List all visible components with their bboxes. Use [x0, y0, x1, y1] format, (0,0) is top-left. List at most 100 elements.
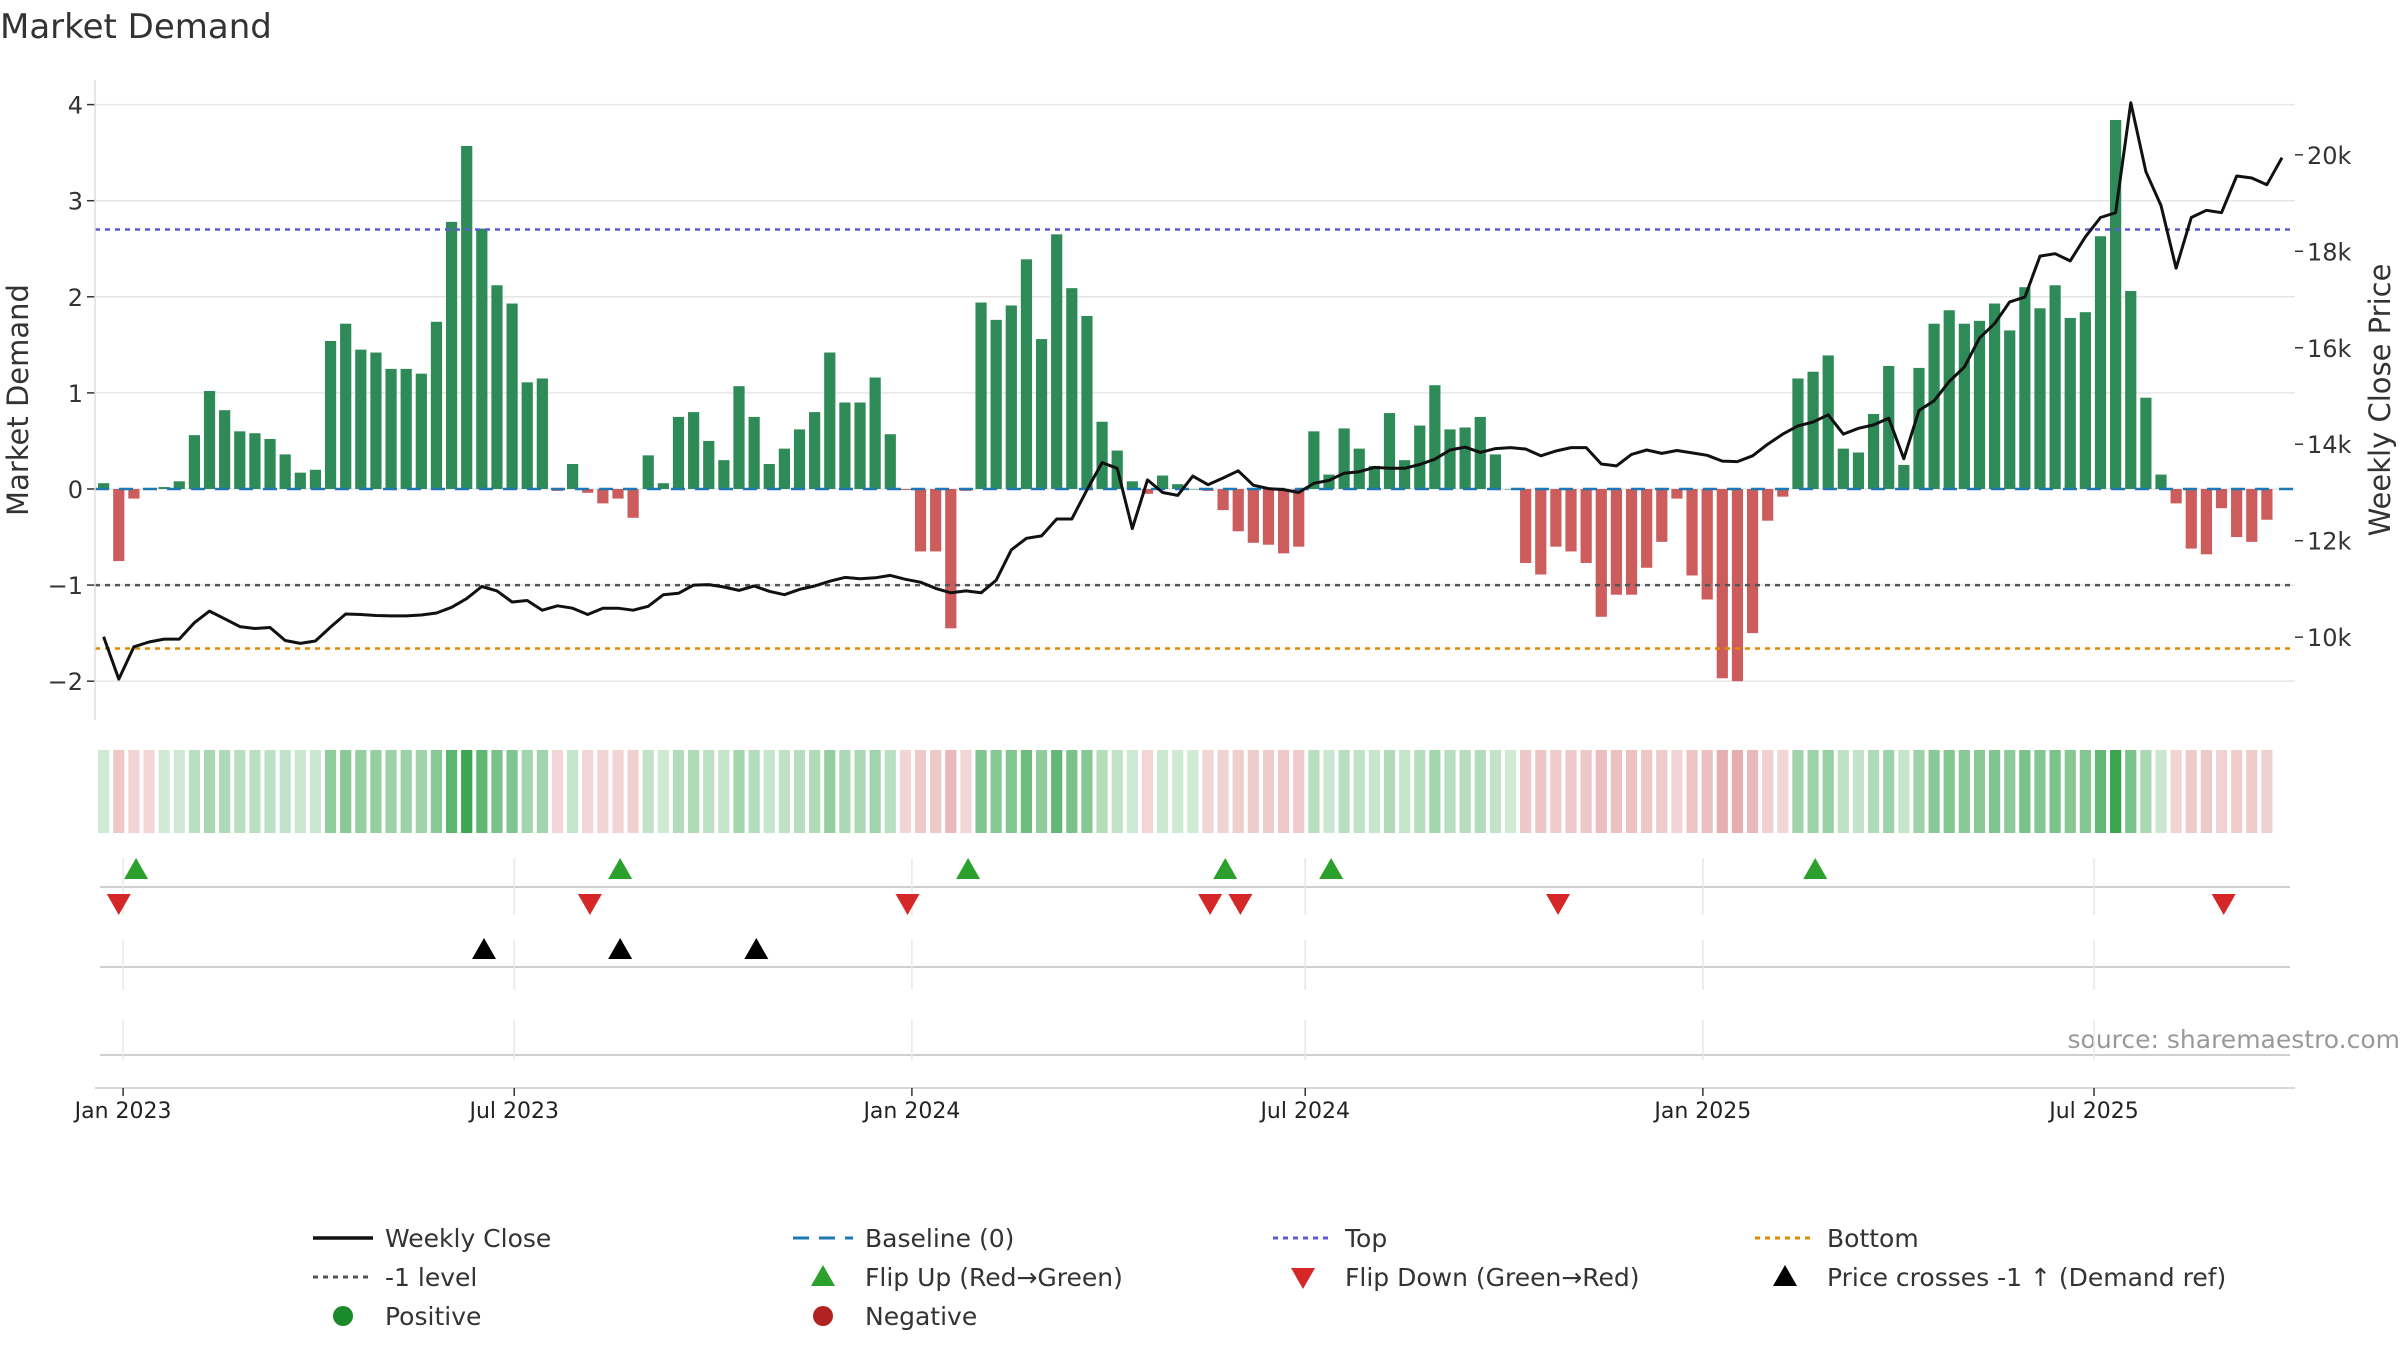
heat-cell	[658, 750, 669, 833]
legend-swatch	[333, 1306, 353, 1326]
heat-cell	[915, 750, 926, 833]
flip-down-marker	[578, 894, 602, 915]
x-tick-label: Jul 2024	[1258, 1099, 1350, 1124]
heat-cell	[128, 750, 139, 833]
heat-cell	[2019, 750, 2030, 833]
heat-cell	[1823, 750, 1834, 833]
legend-swatch	[1291, 1268, 1315, 1289]
heat-cell	[174, 750, 185, 833]
heat-cell	[1641, 750, 1652, 833]
y-right-label: Weekly Close Price	[2363, 264, 2397, 537]
demand-bar	[1581, 489, 1592, 563]
heat-cell	[401, 750, 412, 833]
price-cross-marker	[472, 938, 496, 959]
heat-cell	[1520, 750, 1531, 833]
y-right-tick-label: 18k	[2307, 238, 2352, 266]
heat-cell	[1868, 750, 1879, 833]
demand-bar	[1354, 449, 1365, 489]
chart-title: Market Demand	[0, 7, 272, 47]
heat-cell	[1202, 750, 1213, 833]
heat-cell	[764, 750, 775, 833]
demand-bar	[1399, 460, 1410, 489]
legend-item: Price crosses -1 ↑ (Demand ref)	[1773, 1263, 2226, 1292]
heat-cell	[1036, 750, 1047, 833]
demand-bar	[1490, 454, 1501, 489]
heat-cell	[1596, 750, 1607, 833]
heat-cell	[1853, 750, 1864, 833]
heat-cell	[1989, 750, 2000, 833]
demand-bar	[567, 464, 578, 489]
demand-bar	[764, 464, 775, 489]
demand-bar	[1339, 428, 1350, 489]
heat-cell	[204, 750, 215, 833]
legend-item: Baseline (0)	[793, 1224, 1014, 1253]
demand-bar	[113, 489, 124, 561]
demand-bar	[1233, 489, 1244, 531]
heat-cell	[809, 750, 820, 833]
heat-cell	[355, 750, 366, 833]
heat-cell	[1686, 750, 1697, 833]
demand-bar	[1520, 489, 1531, 563]
flip-up-marker	[1319, 858, 1343, 879]
demand-bar	[2019, 287, 2030, 489]
demand-bar	[264, 439, 275, 489]
heat-cell	[582, 750, 593, 833]
legend-label: Top	[1344, 1224, 1387, 1253]
heat-cell	[1747, 750, 1758, 833]
heat-cell	[1142, 750, 1153, 833]
heat-cell	[537, 750, 548, 833]
heat-cell	[234, 750, 245, 833]
x-tick-label: Jan 2023	[73, 1099, 172, 1124]
demand-bar	[325, 341, 336, 489]
y-right-tick-label: 16k	[2307, 335, 2352, 363]
y-right-tick-label: 10k	[2307, 624, 2352, 652]
demand-bar	[2125, 291, 2136, 489]
heat-cell	[1732, 750, 1743, 833]
heat-cell	[280, 750, 291, 833]
heat-cell	[2080, 750, 2091, 833]
heat-cell	[1308, 750, 1319, 833]
demand-bar	[1838, 449, 1849, 489]
demand-bar	[597, 489, 608, 503]
demand-bar	[1853, 452, 1864, 489]
heat-cell	[506, 750, 517, 833]
demand-bar	[1989, 304, 2000, 489]
demand-bar	[1429, 385, 1440, 489]
y-left-tick-label: 4	[68, 92, 83, 120]
heat-cell	[1066, 750, 1077, 833]
demand-bar	[1535, 489, 1546, 575]
heat-cell	[1807, 750, 1818, 833]
demand-bar	[718, 460, 729, 489]
legend-item: Bottom	[1755, 1224, 1919, 1253]
heat-cell	[219, 750, 230, 833]
heat-cell	[1354, 750, 1365, 833]
heat-cell	[1233, 750, 1244, 833]
heat-cell	[385, 750, 396, 833]
demand-bar	[310, 470, 321, 489]
legend-label: Price crosses -1 ↑ (Demand ref)	[1827, 1263, 2226, 1292]
legend-label: Bottom	[1827, 1224, 1919, 1253]
heat-cell	[1702, 750, 1713, 833]
demand-bar	[1263, 489, 1274, 545]
heat-cell	[431, 750, 442, 833]
legend-item: Flip Up (Red→Green)	[811, 1263, 1123, 1292]
demand-bar	[749, 417, 760, 489]
heat-cell	[1339, 750, 1350, 833]
y-left-label: Market Demand	[1, 284, 35, 516]
heat-cell	[552, 750, 563, 833]
heat-cell	[1792, 750, 1803, 833]
heat-cell	[159, 750, 170, 833]
y-left-tick-label: 0	[68, 476, 83, 504]
demand-bar	[506, 304, 517, 489]
demand-bar	[870, 378, 881, 489]
legend-item: Weekly Close	[313, 1224, 551, 1253]
demand-bar	[340, 324, 351, 489]
flip-down-marker	[896, 894, 920, 915]
heat-cell	[1217, 750, 1228, 833]
price-cross-marker	[744, 938, 768, 959]
demand-bar	[416, 374, 427, 489]
heat-cell	[749, 750, 760, 833]
heat-cell	[295, 750, 306, 833]
demand-bar	[1051, 234, 1062, 489]
